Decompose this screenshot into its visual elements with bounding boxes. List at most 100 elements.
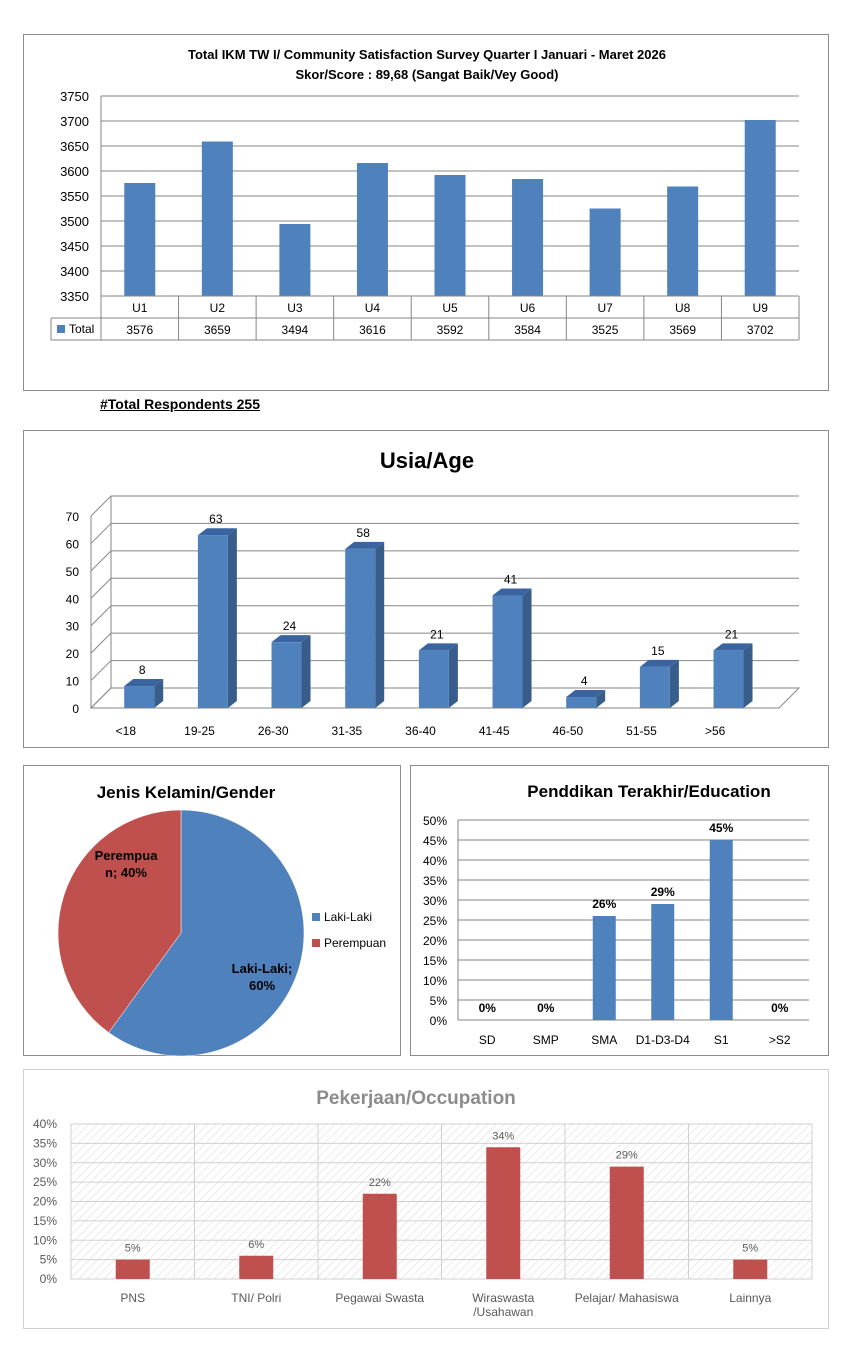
x-tick-label: Wiraswasta [472,1291,534,1305]
bar-U8 [667,186,699,296]
age-chart: Usia/Age 0 10 20 30 40 50 60 70 8 <18 63 19-25 24 26-3… [66,448,801,738]
chart-title: Penddikan Terakhir/Education [527,782,770,801]
legend-label: Perempuan [324,936,386,950]
gender-chart-panel: Jenis Kelamin/Gender Laki-Laki; 60% Perempu… [23,765,401,1057]
table-value: 3702 [747,323,774,337]
slice-label: 60% [249,978,275,993]
y-tick-label: 50 [66,565,80,579]
y-tick-label: 30% [33,1156,57,1170]
y-tick-label: 15% [33,1214,57,1228]
bar-TNI/ Polri [239,1255,274,1279]
chart-title: Pekerjaan/Occupation [316,1088,516,1109]
x-tick-label: SD [479,1033,496,1047]
x-tick-label: 19-25 [184,724,215,738]
slice-label: n; 40% [105,865,147,880]
gridline-depth [90,605,112,627]
table-value: 3584 [514,323,541,337]
bar-side-<18 [154,679,164,708]
y-tick-label: 3550 [60,189,89,204]
y-tick-label: 3400 [60,264,89,279]
bar-U1 [124,183,156,296]
bar->56 [713,650,744,708]
data-label: 0% [771,1001,789,1015]
table-value: 3592 [437,323,464,337]
education-chart-panel: Penddikan Terakhir/Education 0% 5% 10% 15% 20… [410,765,829,1056]
data-label: 0% [479,1001,497,1015]
x-tick-label: SMP [533,1033,559,1047]
bar-36-40 [418,650,449,708]
y-tick-label: 3450 [60,239,89,254]
data-label: 22% [369,1177,391,1189]
data-label: 5% [742,1243,758,1255]
y-tick-label: 15% [423,954,447,968]
data-label: 21 [430,627,444,641]
data-label: 58 [357,526,371,540]
data-label: 34% [492,1130,514,1142]
bar-side->56 [743,643,753,708]
gridline-depth [90,550,112,572]
x-tick-label: <18 [116,724,137,738]
x-tick-label: >S2 [769,1033,791,1047]
chart-subtitle: Skor/Score : 89,68 (Sangat Baik/Vey Good… [296,67,559,82]
bar-side-41-45 [522,588,532,708]
y-tick-label: 30% [423,894,447,908]
x-tick-label: SMA [591,1033,617,1047]
y-tick-label: 45% [423,834,447,848]
gender-chart: Jenis Kelamin/Gender Laki-Laki; 60% Perempu… [57,783,386,1057]
bar-top-31-35 [345,541,385,549]
bar-U7 [589,208,621,296]
table-value: 3576 [126,323,153,337]
bar-U2 [201,141,233,296]
bar-U6 [512,179,544,296]
table-value: 3494 [282,323,309,337]
x-tick-label: D1-D3-D4 [636,1033,690,1047]
table-value: 3616 [359,323,386,337]
gridline-depth [90,523,112,544]
y-tick-label: 10 [66,675,80,689]
y-tick-label: 35% [423,874,447,888]
gridline-depth [90,495,112,517]
legend-swatch [57,325,65,333]
chart-title: Total IKM TW I/ Community Satisfaction S… [188,47,666,62]
bar-side-19-25 [227,528,237,708]
y-tick-label: 20% [33,1195,57,1209]
y-tick-label: 35% [33,1136,57,1150]
bar-top-19-25 [197,528,237,536]
data-label: 8 [139,663,146,677]
y-tick-label: 60 [66,537,80,551]
bar-U3 [279,224,311,296]
y-tick-label: 5% [430,994,448,1008]
x-tick-label: U4 [365,301,381,315]
bar-side-36-40 [448,643,458,708]
data-label: 26% [592,897,616,911]
legend-swatch [312,939,320,947]
data-label: 24 [283,619,297,633]
bar-<18 [124,686,155,708]
bar-side-26-30 [301,635,311,708]
legend-label: Laki-Laki [324,910,372,924]
x-tick-label: U8 [675,301,691,315]
y-tick-label: 25% [423,914,447,928]
y-tick-label: 3600 [60,164,89,179]
y-tick-label: 3500 [60,214,89,229]
x-tick-label: 46-50 [552,724,583,738]
x-tick-label: 26-30 [258,724,289,738]
y-tick-label: 3750 [60,89,89,104]
ikm-chart-panel: Total IKM TW I/ Community Satisfaction S… [23,34,829,391]
ikm-chart: Total IKM TW I/ Community Satisfaction S… [50,47,800,341]
x-tick-label: U9 [753,301,769,315]
bar-top-<18 [124,679,164,687]
bar-U4 [356,163,388,296]
x-tick-label: Pegawai Swasta [335,1291,424,1305]
x-tick-label: U5 [442,301,458,315]
chart-title: Jenis Kelamin/Gender [97,783,276,802]
bar-41-45 [492,595,523,708]
bar-top-36-40 [418,643,458,651]
data-label: 4 [581,674,588,688]
data-label: 41 [504,573,518,587]
bar-top-46-50 [566,690,606,698]
table-value: 3525 [592,323,619,337]
education-chart: Penddikan Terakhir/Education 0% 5% 10% 15% 20… [423,782,809,1047]
bar-26-30 [271,642,302,708]
data-label: 5% [125,1243,141,1255]
